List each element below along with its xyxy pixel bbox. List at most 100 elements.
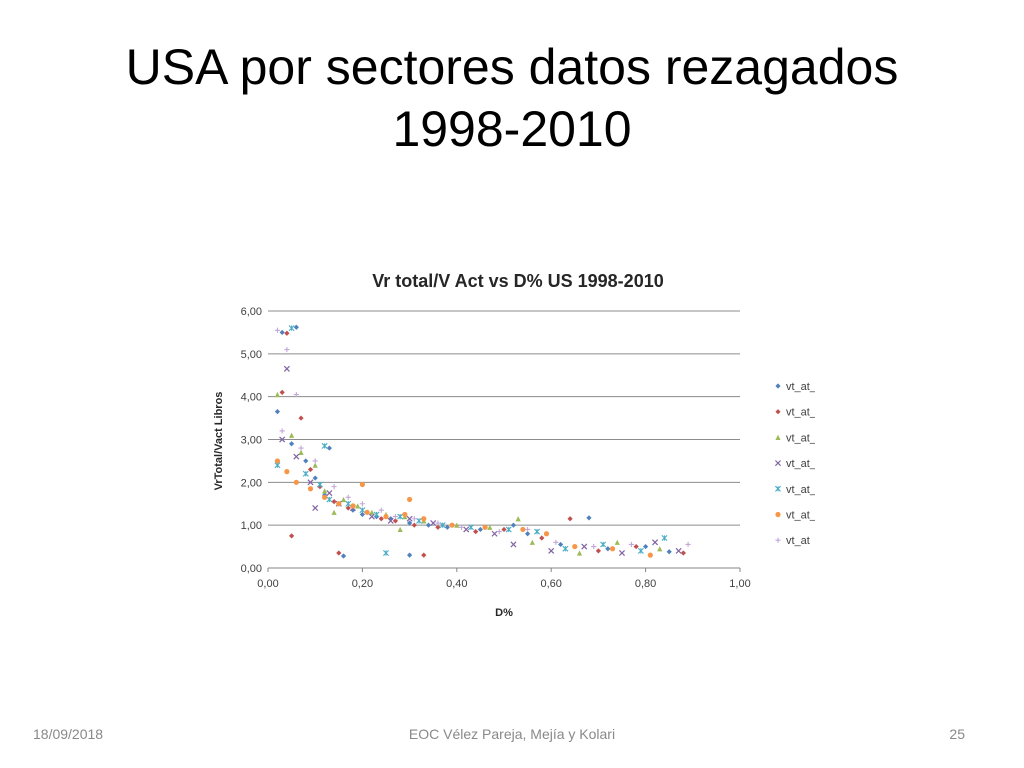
- chart-gridlines: [268, 310, 740, 569]
- data-point-vt_at_2: [473, 528, 479, 535]
- data-point-vt_at_5: [534, 528, 541, 535]
- data-point-vt_at: [685, 541, 691, 548]
- data-point-vt_at_4: [279, 436, 286, 443]
- legend-label-vt_at_6: vt_at_6: [786, 510, 815, 522]
- data-point-vt_at_5: [600, 541, 607, 548]
- x-tick-label: 0,20: [352, 578, 373, 590]
- data-point-vt_at_1: [605, 546, 611, 552]
- data-point-vt_at_4: [510, 541, 517, 548]
- data-point-vt_at_3: [397, 526, 403, 533]
- data-point-vt_at_6: [402, 511, 408, 518]
- data-point-vt_at_3: [369, 509, 375, 515]
- y-tick-label: 3,00: [241, 435, 262, 447]
- data-point-vt_at: [411, 516, 417, 522]
- data-point-vt_at_5: [397, 513, 404, 520]
- data-point-vt_at_1: [293, 324, 299, 330]
- data-point-vt_at_5: [383, 550, 389, 556]
- legend-marker-vt_at_6: [775, 511, 781, 518]
- legend-marker-vt_at_3: [775, 434, 781, 440]
- data-point-vt_at_3: [576, 550, 583, 556]
- data-point-vt_at_4: [675, 547, 682, 554]
- data-point-vt_at: [435, 520, 441, 526]
- data-point-vt_at_1: [312, 475, 318, 481]
- data-point-vt_at: [298, 445, 304, 451]
- data-point-vt_at_2: [331, 499, 337, 505]
- data-point-vt_at_4: [312, 505, 319, 512]
- y-tick-label: 5,00: [241, 349, 262, 361]
- data-point-vt_at: [312, 458, 318, 464]
- data-point-vt_at_3: [298, 449, 304, 455]
- legend-label-vt_at_3: vt_at_3: [786, 432, 815, 444]
- footer-authors: EOC Vélez Pareja, Mejía y Kolari: [408, 726, 616, 742]
- data-point-vt_at: [553, 539, 559, 545]
- data-point-vt_at: [274, 327, 281, 333]
- data-point-vt_at_4: [491, 530, 498, 537]
- data-point-vt_at_3: [274, 391, 281, 398]
- data-point-vt_at_1: [388, 516, 394, 522]
- x-tick-label: 0,60: [540, 578, 561, 590]
- data-point-vt_at_5: [661, 535, 668, 542]
- data-point-vt_at_2: [279, 389, 285, 395]
- data-point-vt_at_6: [449, 522, 455, 528]
- footer-page-number: 25: [949, 726, 965, 742]
- data-point-vt_at: [345, 494, 351, 500]
- x-tick-label: 0,80: [635, 578, 656, 590]
- data-point-vt_at_3: [515, 516, 521, 522]
- data-point-vt_at: [496, 528, 502, 535]
- data-point-vt_at_2: [411, 522, 417, 528]
- data-point-vt_at_2: [378, 516, 384, 522]
- data-point-vt_at_2: [421, 552, 427, 558]
- data-point-vt_at_1: [274, 409, 281, 415]
- x-axis-ticks: 0,00 0,20 0,40 0,60 0,80 1,00: [257, 568, 751, 590]
- x-tick-label: 0,40: [446, 578, 467, 590]
- data-point-vt_at_3: [487, 524, 493, 530]
- data-point-vt_at_3: [529, 539, 535, 545]
- data-point-vt_at_6: [307, 486, 314, 492]
- data-point-vt_at_2: [336, 550, 342, 556]
- scatter-chart: Vr total/V Act vs D% US 1998-2010 0,00 1,…: [213, 271, 815, 619]
- data-point-vt_at_2: [567, 516, 573, 522]
- data-point-vt_at_6: [407, 496, 413, 503]
- legend-marker-vt_at_5: [775, 485, 781, 492]
- data-point-vt_at: [378, 507, 384, 513]
- data-point-vt_at_1: [643, 543, 649, 550]
- data-point-vt_at_4: [368, 513, 375, 520]
- data-point-vt_at_4: [618, 549, 626, 557]
- chart-legend: vt_at_1 vt_at_2 vt_at_3 vt_at_4 vt_at_5 vt_at…: [774, 381, 815, 547]
- data-point-vt_at_6: [647, 552, 653, 558]
- data-point-vt_at_1: [586, 515, 592, 521]
- data-point-vt_at_5: [321, 442, 328, 449]
- data-point-vt_at_1: [425, 522, 432, 528]
- data-point-vt_at_2: [435, 524, 441, 530]
- data-point-vt_at_1: [525, 531, 531, 537]
- data-point-vt_at_1: [279, 329, 285, 336]
- data-point-vt_at_1: [407, 520, 413, 526]
- data-point-vt_at_5: [345, 500, 352, 507]
- data-point-vt_at_6: [359, 481, 365, 488]
- data-point-vt_at: [331, 484, 337, 490]
- data-point-vt_at: [279, 428, 285, 434]
- y-tick-label: 4,00: [241, 392, 262, 404]
- data-point-vt_at_5: [316, 481, 323, 488]
- data-point-vt_at_4: [387, 517, 394, 524]
- chart-points: [274, 324, 691, 559]
- data-point-vt_at_3: [340, 496, 347, 503]
- data-point-vt_at_3: [331, 509, 337, 515]
- data-point-vt_at_4: [326, 490, 333, 497]
- data-point-vt_at_6: [421, 516, 427, 522]
- legend-label-vt_at_2: vt_at_2: [786, 407, 815, 419]
- data-point-vt_at_3: [614, 539, 620, 545]
- x-tick-label: 1,00: [729, 578, 750, 590]
- legend-marker-vt_at: [775, 537, 781, 543]
- data-point-vt_at_4: [430, 520, 437, 527]
- data-point-vt_at_2: [289, 533, 295, 539]
- y-tick-label: 0,00: [241, 563, 262, 575]
- data-point-vt_at_6: [350, 503, 356, 509]
- data-point-vt_at_1: [340, 553, 347, 559]
- data-point-vt_at_6: [322, 494, 328, 500]
- data-point-vt_at: [525, 526, 531, 533]
- data-point-vt_at_4: [307, 479, 314, 486]
- data-point-vt_at_6: [609, 546, 616, 552]
- data-point-vt_at_4: [283, 365, 290, 372]
- data-point-vt_at_2: [284, 330, 290, 336]
